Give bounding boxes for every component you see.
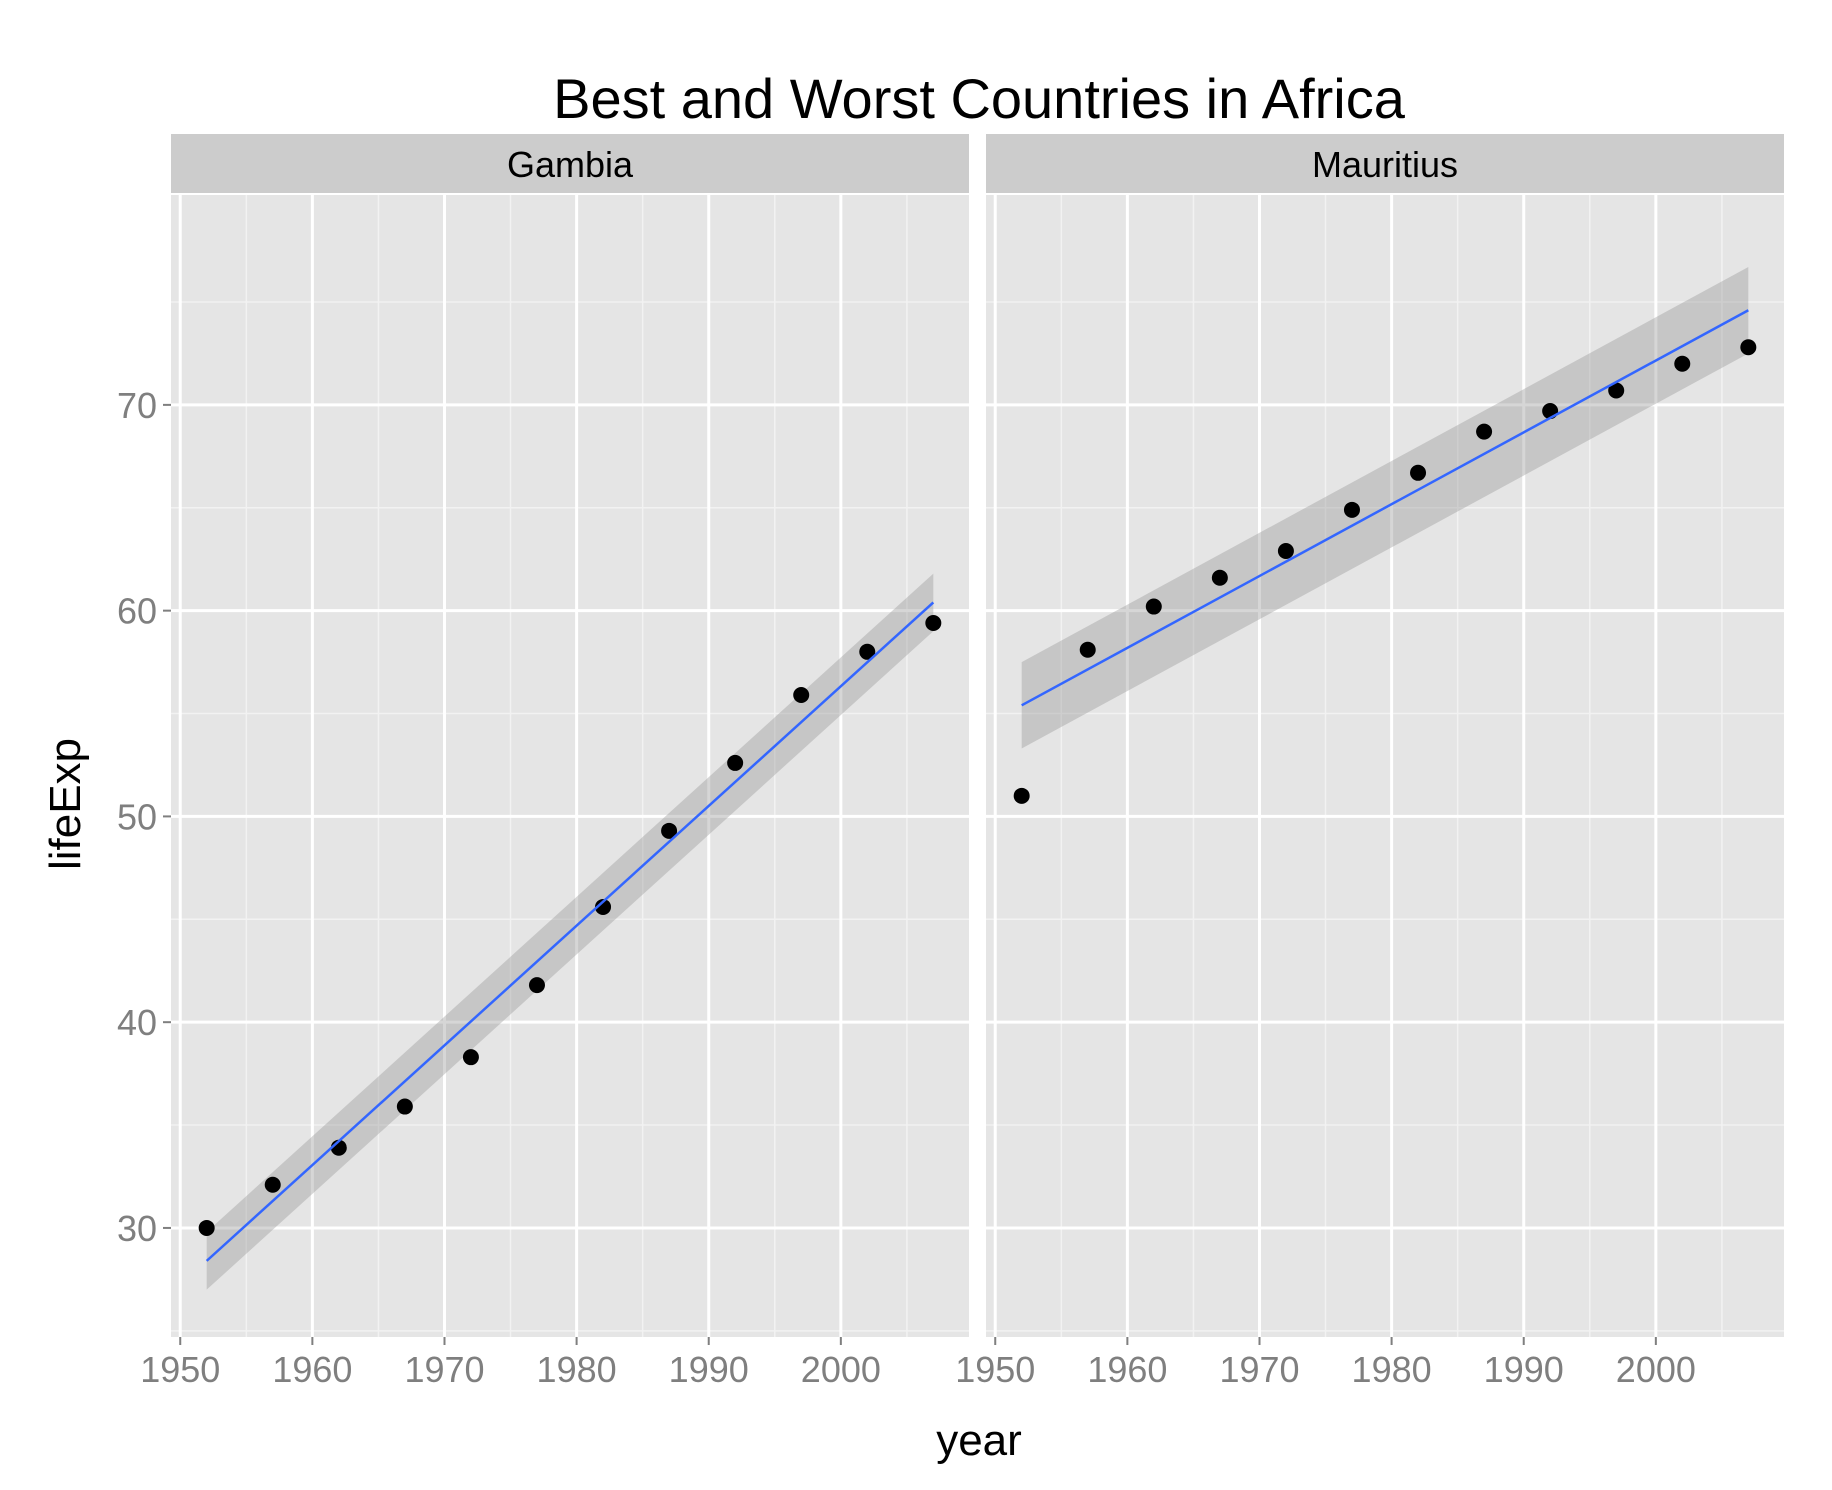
y-tick-label: 60 — [117, 591, 157, 632]
x-tick-label: 1990 — [1484, 1349, 1564, 1390]
x-tick-label: 1970 — [404, 1349, 484, 1390]
fit-line — [205, 601, 935, 1262]
panel-gambia: Gambia — [171, 134, 969, 1337]
data-point — [661, 822, 678, 839]
y-axis: 30 40 50 60 70 — [117, 385, 171, 1249]
x-axis-label: year — [936, 1416, 1022, 1465]
x-tick-label: 1970 — [1219, 1349, 1299, 1390]
data-point — [1145, 598, 1162, 615]
facet-label: Mauritius — [1312, 144, 1458, 185]
data-point — [1410, 464, 1427, 481]
data-point — [1674, 355, 1691, 372]
facet-strip — [171, 134, 969, 193]
data-point — [1211, 569, 1228, 586]
x-tick-label: 1980 — [1352, 1349, 1432, 1390]
y-tick-label: 40 — [117, 1002, 157, 1043]
x-tick-label: 2000 — [1616, 1349, 1696, 1390]
data-point — [727, 754, 744, 771]
data-point — [1277, 542, 1294, 559]
y-tick-label: 30 — [117, 1208, 157, 1249]
data-point — [198, 1219, 215, 1236]
chart-title: Best and Worst Countries in Africa — [553, 67, 1406, 130]
data-point — [859, 643, 876, 660]
data-point — [925, 614, 942, 631]
facet-label: Gambia — [507, 144, 634, 185]
x-tick-label: 1990 — [669, 1349, 749, 1390]
panel-mauritius: Mauritius — [986, 134, 1784, 1337]
x-tick-label: 1960 — [272, 1349, 352, 1390]
data-point — [1476, 423, 1493, 440]
data-point — [462, 1049, 479, 1066]
data-point — [264, 1176, 281, 1193]
data-point — [1013, 787, 1030, 804]
data-point — [528, 977, 545, 994]
x-tick-label: 1960 — [1087, 1349, 1167, 1390]
data-point — [1740, 339, 1757, 356]
x-tick-label: 1950 — [955, 1349, 1035, 1390]
x-axis: 1950 1960 1970 1980 1990 2000 1950 1960 1970 1980… — [140, 1337, 1696, 1390]
data-point — [396, 1098, 413, 1115]
fit-line — [1021, 309, 1749, 707]
data-point — [793, 687, 810, 704]
panel-background — [986, 195, 1784, 1337]
data-point — [595, 898, 612, 915]
y-tick-label: 70 — [117, 385, 157, 426]
x-tick-label: 1980 — [537, 1349, 617, 1390]
y-axis-label: lifeExp — [41, 738, 90, 870]
facet-panels: Gambia Mauritius — [171, 134, 1784, 1337]
facet-strip — [986, 134, 1784, 193]
data-point — [1343, 501, 1360, 518]
data-point — [1608, 382, 1625, 399]
y-tick-label: 50 — [117, 796, 157, 837]
x-tick-label: 1950 — [140, 1349, 220, 1390]
panel-background — [171, 195, 969, 1337]
x-tick-label: 2000 — [801, 1349, 881, 1390]
data-point — [1079, 641, 1096, 658]
